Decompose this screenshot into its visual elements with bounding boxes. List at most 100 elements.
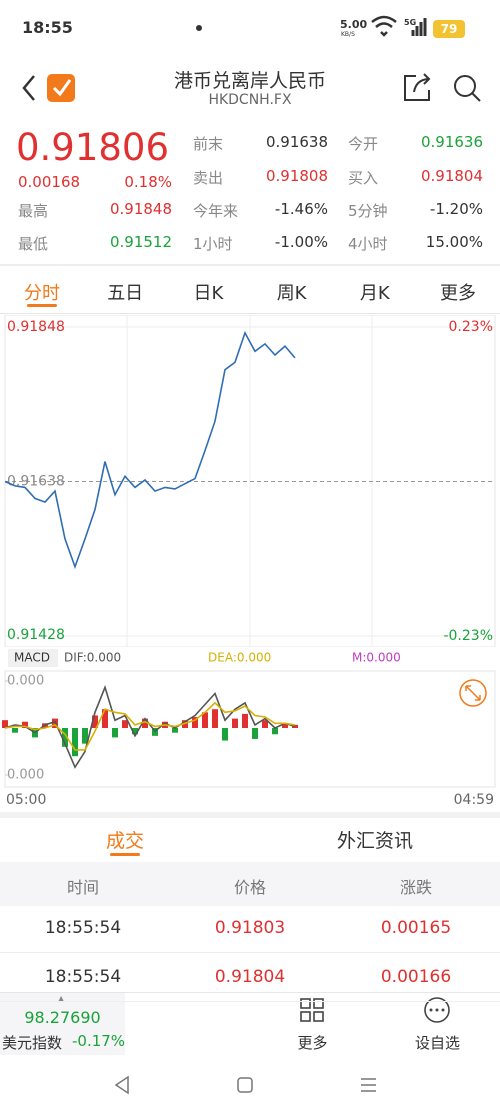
stat-label: 前末	[193, 135, 224, 153]
table-cell: 0.91804	[214, 967, 286, 987]
period-tab[interactable]: 月K	[359, 283, 390, 304]
divider	[0, 264, 500, 266]
net-unit: KB/S	[341, 31, 355, 38]
stat-label: 卖出	[193, 169, 224, 187]
row-divider	[0, 1001, 500, 1002]
y2-tick-label: -0.23%	[443, 628, 493, 644]
trade-tab[interactable]: 外汇资讯	[336, 830, 413, 852]
stat-value: -1.20%	[429, 200, 483, 218]
expand-arrows	[465, 685, 481, 701]
histogram-bar	[132, 728, 138, 735]
histogram-bar	[12, 728, 18, 733]
divider	[0, 992, 500, 993]
table-cell: 18:55:54	[44, 918, 122, 938]
histogram-bar	[292, 724, 298, 728]
expand-button	[459, 679, 487, 707]
histogram-bar	[262, 720, 268, 728]
index-name: 美元指数	[2, 1034, 63, 1052]
histogram-bar	[172, 728, 178, 733]
more-label[interactable]: 更多	[297, 1034, 328, 1052]
stat-label: 最高	[18, 202, 49, 220]
trade-tab[interactable]: 成交	[105, 830, 144, 852]
share-button[interactable]	[404, 73, 431, 101]
search-button[interactable]	[454, 75, 481, 102]
stat-value: 0.91804	[420, 167, 483, 185]
histogram-bar	[232, 718, 238, 728]
macd-line	[4, 701, 296, 751]
y-tick-label: 0.91848	[7, 319, 65, 335]
histogram-bar	[2, 720, 8, 728]
price-change: 0.00168	[18, 173, 81, 191]
stat-label: 买入	[348, 169, 379, 187]
histogram-bar	[122, 720, 128, 728]
period-tab[interactable]: 五日	[107, 283, 144, 304]
nav-back[interactable]	[114, 1075, 129, 1095]
y-tick-label: 0.000	[7, 674, 44, 689]
histogram-bar	[282, 723, 288, 728]
table-cell: 0.91803	[214, 918, 286, 938]
row-divider	[0, 952, 500, 953]
stat-value: 0.91808	[265, 167, 328, 185]
plot-frame	[4, 670, 496, 788]
table-header: 价格	[233, 878, 266, 897]
signal-icon	[411, 18, 427, 36]
header-icons	[22, 15, 481, 102]
stat-label: 最低	[18, 235, 49, 253]
period-tab[interactable]: 分时	[24, 283, 60, 304]
nav-menu[interactable]	[361, 1078, 376, 1092]
period-tab[interactable]: 更多	[440, 283, 476, 304]
price-chart: 0.91428 0.91638 0.91848 -0.23% 0.23%	[4, 315, 496, 647]
last-price: 0.91806	[16, 126, 170, 169]
watch-label[interactable]: 设自选	[414, 1034, 460, 1052]
more-icon[interactable]	[300, 998, 324, 1022]
table-header: 时间	[66, 878, 99, 897]
network: 5G	[404, 18, 417, 27]
status-dot	[196, 25, 202, 31]
histogram-bar	[202, 712, 208, 728]
price-line	[4, 330, 296, 570]
histogram-bar	[72, 728, 78, 757]
watch-icon[interactable]	[424, 997, 450, 1023]
stat-value: -1.46%	[274, 200, 328, 218]
legend-label: DIF:0.000	[64, 651, 121, 665]
period-tab[interactable]: 周K	[276, 283, 307, 304]
index-box[interactable]	[0, 993, 125, 1055]
macd-chart: MACD DIF:0.000 DEA:0.000 M:0.000 0.000 0.000 0…	[2, 649, 496, 808]
legend-label: DEA:0.000	[208, 651, 271, 665]
logo-check	[52, 79, 72, 97]
histogram-bar	[22, 721, 28, 728]
table-cell: 0.00166	[380, 967, 452, 987]
back-button[interactable]	[22, 75, 35, 101]
page-title: 港币兑离岸人民币	[173, 70, 326, 92]
tab-underline	[110, 853, 140, 856]
legend-label: M:0.000	[352, 651, 401, 665]
period-tab[interactable]: 日K	[193, 283, 224, 304]
stat-label: 5分钟	[348, 202, 388, 220]
stat-label: 今开	[348, 135, 379, 153]
histogram-bar	[272, 728, 278, 735]
table-header-bg	[0, 862, 500, 906]
divider	[0, 313, 500, 314]
y-tick-label: 0.91638	[7, 474, 65, 490]
x-label: 04:59	[454, 792, 494, 808]
histogram-bar	[222, 728, 228, 741]
title-bg	[8, 649, 58, 667]
table-cell: 0.00165	[380, 918, 452, 938]
battery: 79	[433, 20, 465, 38]
stat-label: 4小时	[348, 235, 388, 253]
stat-value: 0.91512	[109, 233, 172, 251]
net-speed: 5.00	[340, 18, 368, 31]
macd-title: MACD	[14, 651, 50, 665]
expand-arrow: ▲	[58, 994, 65, 1003]
histogram-bar	[142, 718, 148, 728]
divider	[0, 812, 500, 818]
page-code: HKDCNH.FX	[208, 92, 292, 108]
histogram-bar	[92, 715, 98, 728]
index-value: 98.27690	[24, 1008, 101, 1027]
stat-value: 0.91636	[420, 133, 483, 151]
index-change: -0.17%	[72, 1032, 126, 1050]
nav-home[interactable]	[237, 1077, 253, 1093]
stat-label: 1小时	[193, 235, 233, 253]
table-header: 涨跌	[399, 878, 432, 897]
